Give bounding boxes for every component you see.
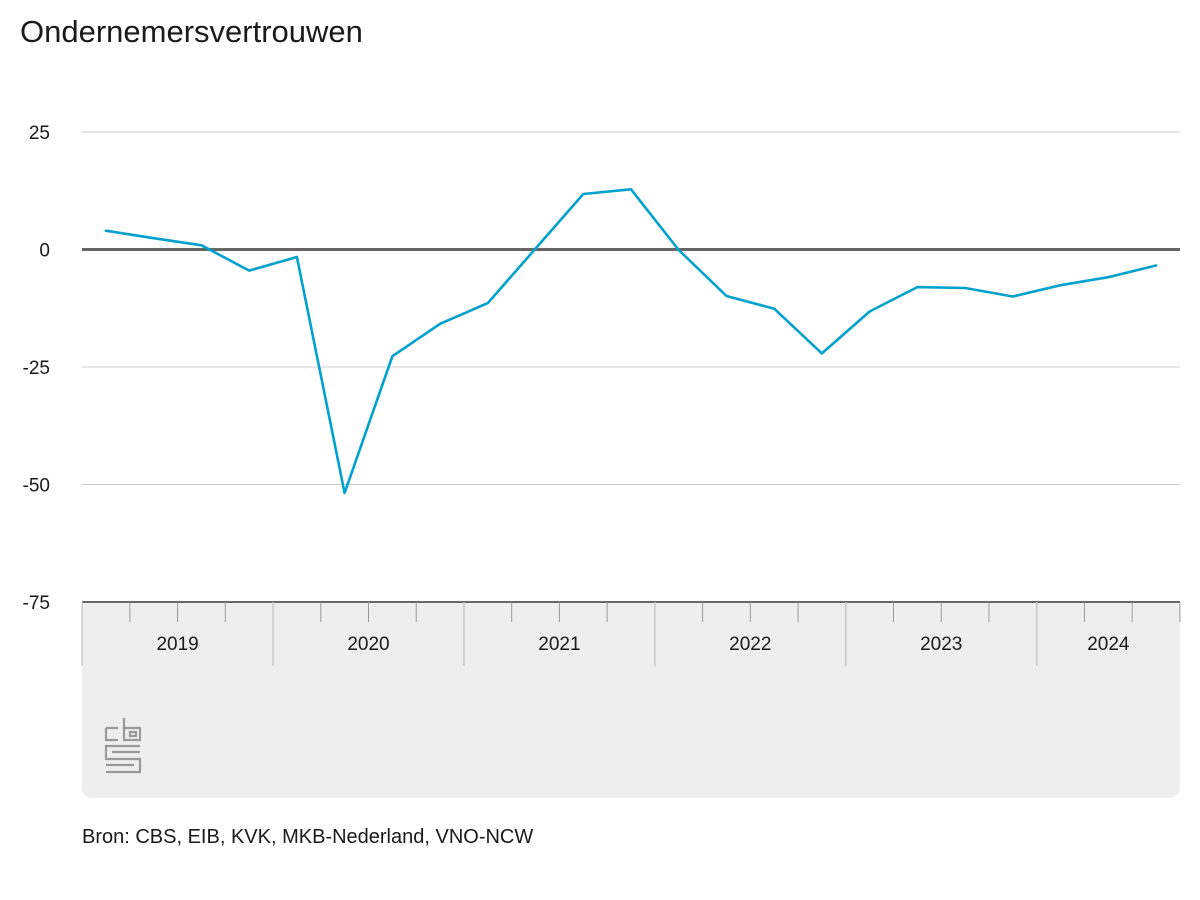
y-tick-label: -75 [23,593,50,614]
x-year-label: 2020 [347,634,389,655]
x-year-label: 2021 [538,634,580,655]
y-tick-label: 25 [29,123,50,144]
x-year-label: 2024 [1087,634,1130,655]
x-year-label: 2019 [156,634,198,655]
grid-lines [82,131,1180,485]
x-axis-band [82,602,1180,798]
source-note: Bron: CBS, EIB, KVK, MKB-Nederland, VNO-… [82,826,534,848]
y-tick-label: 0 [39,241,50,262]
cbs-logo [104,718,142,774]
chart-title: Ondernemersvertrouwen [20,14,363,49]
x-year-label: 2023 [920,634,962,655]
x-axis-band-top [82,602,1180,622]
y-tick-labels: 25 0 -25 -50 -75 [23,123,50,614]
x-year-label: 2022 [729,634,771,655]
series-line [104,188,1158,495]
x-axis: 2019 2020 2021 2022 2023 2024 [81,601,1181,666]
y-tick-label: -25 [23,358,50,379]
series-layer [104,188,1158,495]
y-tick-label: -50 [23,476,50,497]
